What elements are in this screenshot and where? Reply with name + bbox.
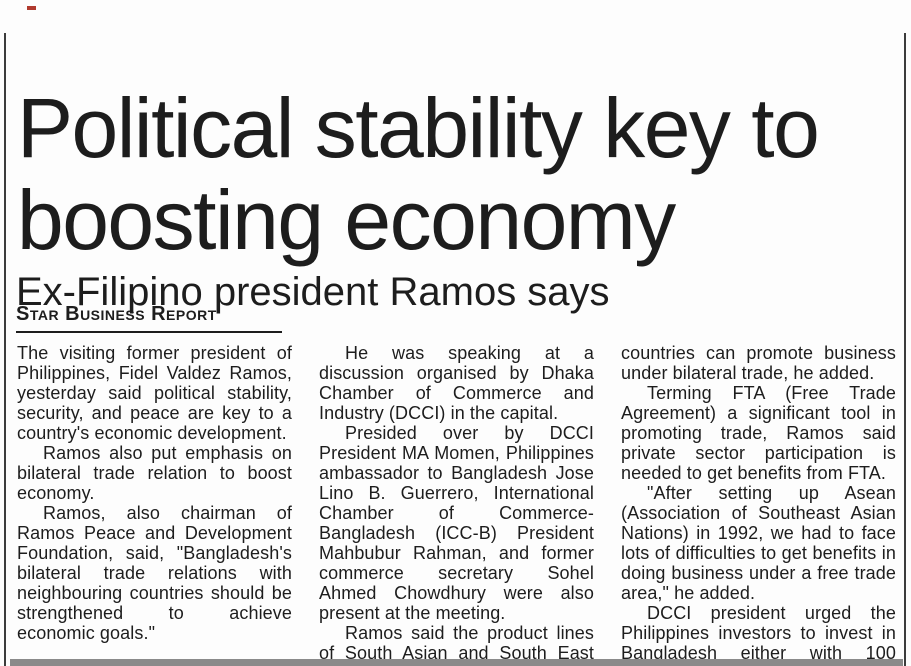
article-paragraph: Presided over by DCCI President MA Momen… <box>319 423 594 623</box>
article-paragraph: Ramos also put emphasis on bilateral tra… <box>17 443 292 503</box>
article-paragraph: "After setting up Asean (Association of … <box>621 483 896 603</box>
bottom-photo-edge-bar <box>10 659 903 666</box>
byline-rule <box>16 331 282 333</box>
article-paragraph: Ramos, also chairman of Ramos Peace and … <box>17 503 292 643</box>
article-column-2: He was speaking at a discussion organise… <box>319 343 594 666</box>
headline-line-2: boosting economy <box>17 173 676 268</box>
article-paragraph: DCCI president urged the Philippines inv… <box>621 603 896 666</box>
article-paragraph: countries can promote business under bil… <box>621 343 896 383</box>
article-column-1: The visiting former president of Philipp… <box>17 343 292 666</box>
right-column-rule <box>904 33 906 666</box>
byline: Star Business Report <box>16 303 217 325</box>
article-body: The visiting former president of Philipp… <box>17 343 896 666</box>
article-paragraph: He was speaking at a discussion organise… <box>319 343 594 423</box>
article-column-3: countries can promote business under bil… <box>621 343 896 666</box>
red-scan-mark <box>27 6 36 10</box>
article-subheadline: Ex-Filipino president Ramos says <box>16 270 610 315</box>
article-paragraph: The visiting former president of Philipp… <box>17 343 292 443</box>
headline-line-1: Political stability key to <box>17 81 820 176</box>
left-column-rule <box>4 33 6 666</box>
article-paragraph: Terming FTA (Free Trade Agreement) a sig… <box>621 383 896 483</box>
article-headline: Political stability key to boosting econ… <box>17 82 897 266</box>
